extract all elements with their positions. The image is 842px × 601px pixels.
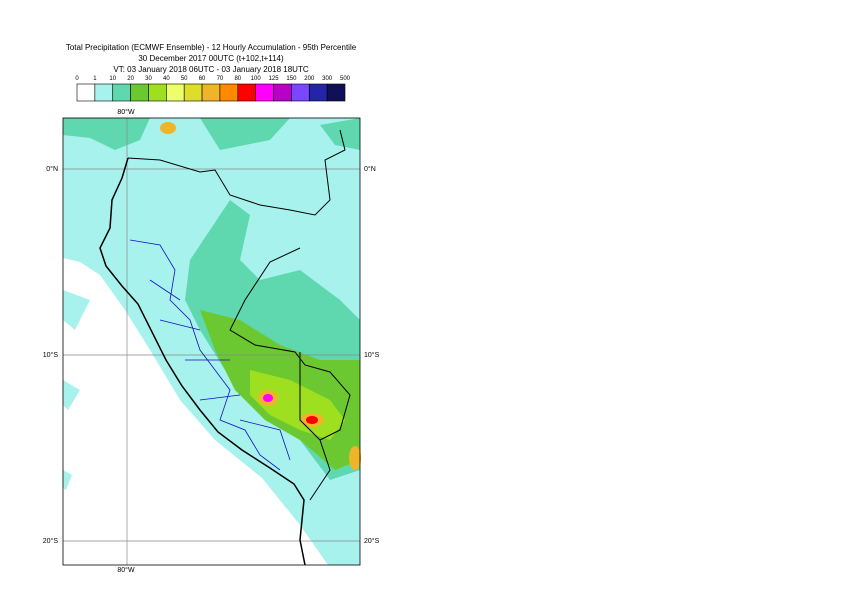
legend-label: 0: [75, 76, 79, 82]
lat-label: 0°N: [46, 165, 58, 173]
legend-label: 70: [217, 76, 224, 82]
legend-swatch: [255, 83, 274, 102]
title: Total Precipitation (ECMWF Ensemble) - 1…: [66, 43, 357, 52]
valid-time: VT: 03 January 2018 06UTC - 03 January 2…: [113, 65, 308, 74]
precip-moderate: [63, 118, 360, 150]
country-border: [127, 129, 351, 501]
region-border: [129, 239, 291, 471]
lat-label: 10°S: [43, 351, 59, 359]
lon-label: 80°W: [117, 108, 135, 116]
legend-label: 40: [163, 76, 170, 82]
lat-label: 10°S: [364, 351, 380, 359]
precip-peak: [263, 394, 273, 402]
legend-swatch: [219, 83, 239, 102]
legend-label: 60: [199, 76, 206, 82]
legend-swatch: [148, 83, 167, 102]
legend-label: 125: [269, 76, 280, 82]
legend-swatch: [183, 83, 203, 102]
legend-swatch: [326, 83, 346, 102]
graticule: [63, 118, 360, 565]
legend-label: 200: [304, 76, 315, 82]
precip-peak: [306, 416, 318, 424]
lat-label: 20°S: [364, 537, 380, 545]
map-frame: [62, 117, 361, 566]
lat-label: 0°N: [364, 165, 376, 173]
legend-swatch: [291, 83, 310, 102]
base-time: 30 December 2017 00UTC (t+102,t+114): [138, 54, 284, 63]
lat-label: 20°S: [43, 537, 59, 545]
legend-swatch: [201, 83, 221, 102]
legend-label: 150: [286, 76, 297, 82]
legend-label: 20: [127, 76, 134, 82]
legend-swatch: [112, 83, 131, 102]
legend-swatch: [94, 83, 114, 102]
legend-label: 10: [109, 76, 116, 82]
legend-label: 30: [145, 76, 152, 82]
legend-swatch: [273, 83, 292, 102]
coastline: [99, 157, 306, 566]
legend-swatch: [308, 83, 328, 102]
legend-swatch: [237, 83, 256, 102]
legend: 0 1 10 20 30 40 50 60 70 80 100 125 150 200 300 500: [75, 76, 351, 102]
legend-label: 300: [322, 76, 333, 82]
legend-label: 1: [93, 76, 97, 82]
map: 80°W 80°W 0°N 0°N 10°S 10°S 20°S 20°S: [43, 108, 380, 574]
legend-swatch: [130, 83, 149, 102]
legend-label: 500: [340, 76, 351, 82]
lon-label: 80°W: [117, 566, 135, 574]
legend-swatch: [166, 83, 185, 102]
precip-light: [63, 290, 90, 490]
legend-swatch: [76, 83, 96, 102]
legend-label: 80: [234, 76, 241, 82]
precip-peak: [160, 122, 176, 134]
legend-label: 100: [251, 76, 262, 82]
legend-label: 50: [181, 76, 188, 82]
precip-peak: [349, 446, 361, 470]
